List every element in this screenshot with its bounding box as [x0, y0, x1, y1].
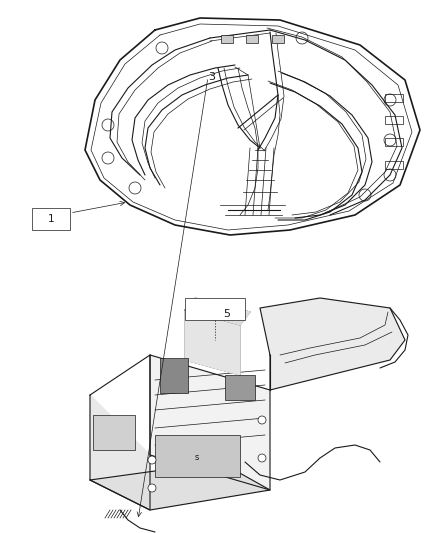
- Polygon shape: [150, 355, 270, 490]
- Bar: [221, 35, 233, 43]
- Circle shape: [148, 484, 156, 492]
- Circle shape: [258, 454, 266, 462]
- Polygon shape: [90, 395, 150, 510]
- Polygon shape: [185, 310, 240, 375]
- Text: 3: 3: [208, 72, 215, 82]
- Text: 5: 5: [223, 309, 230, 319]
- Text: s: s: [195, 454, 199, 463]
- Bar: [385, 138, 403, 146]
- Bar: [385, 161, 403, 169]
- Polygon shape: [260, 298, 405, 390]
- Bar: [32, 208, 70, 230]
- Circle shape: [148, 456, 156, 464]
- Bar: [93, 415, 135, 450]
- Polygon shape: [90, 462, 270, 510]
- Bar: [385, 116, 403, 124]
- Polygon shape: [185, 298, 250, 325]
- Bar: [246, 35, 258, 43]
- Bar: [272, 35, 284, 43]
- Bar: [185, 298, 245, 320]
- Bar: [160, 358, 188, 393]
- Circle shape: [258, 416, 266, 424]
- Text: 1: 1: [48, 214, 54, 224]
- Bar: [225, 375, 255, 400]
- Bar: [385, 94, 403, 102]
- Bar: [155, 435, 240, 477]
